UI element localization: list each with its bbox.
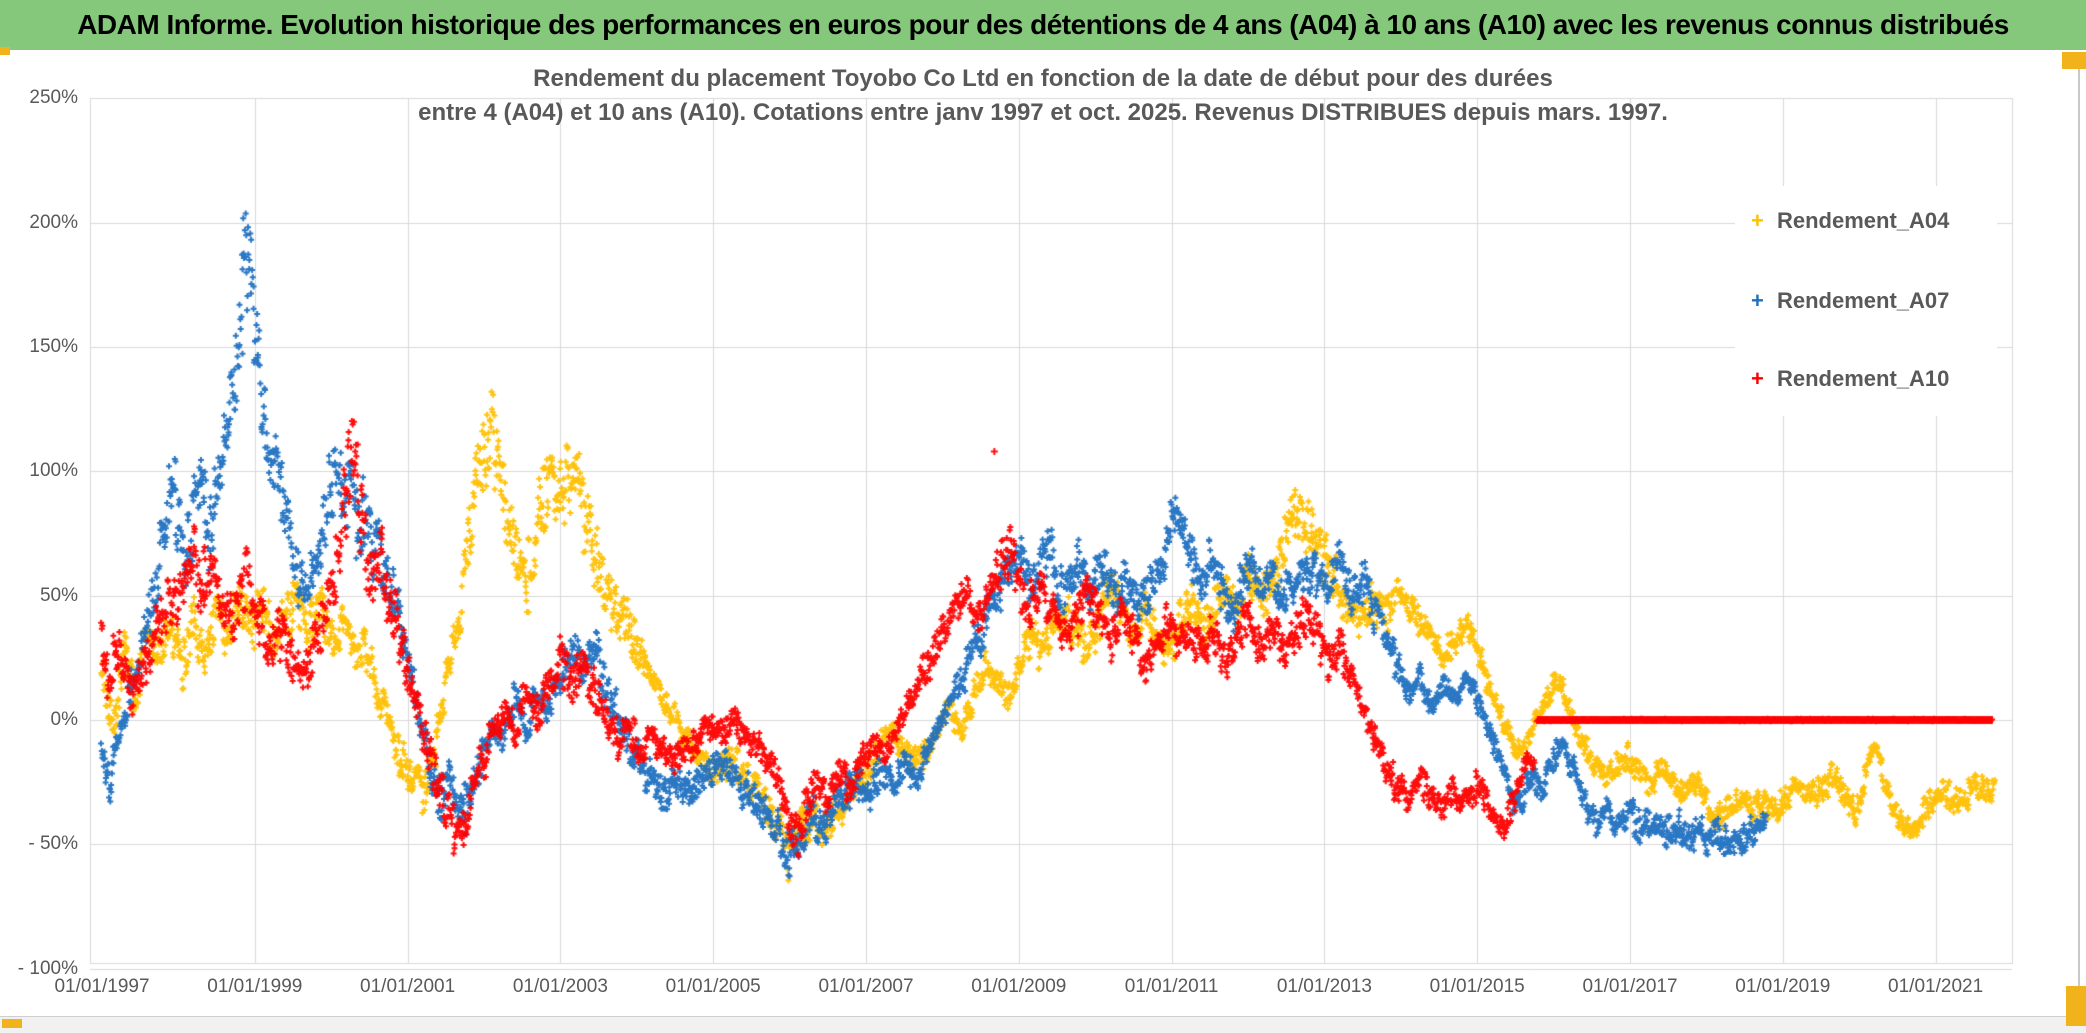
x-axis-label: 01/01/2021 — [1888, 976, 1984, 997]
chart-title: Rendement du placement Toyobo Co Ltd en … — [0, 62, 2086, 130]
x-axis-label: 01/01/2003 — [512, 976, 608, 997]
y-axis-label: 150% — [29, 335, 78, 357]
legend-label-a04: Rendement_A04 — [1777, 208, 1950, 233]
header-bar: ADAM Informe. Evolution historique des p… — [0, 0, 2086, 50]
y-axis-label: - 50% — [28, 833, 78, 855]
legend-label-a07: Rendement_A07 — [1777, 288, 1950, 313]
chart-title-line1: Rendement du placement Toyobo Co Ltd en … — [533, 65, 1553, 92]
x-axis-label: 01/01/2017 — [1582, 976, 1678, 997]
x-axis-label: 01/01/2005 — [665, 976, 761, 997]
gold-cell-accent-bottom-left — [2, 1019, 22, 1028]
legend-item-rendement-a07[interactable]: + Rendement_A07 — [1751, 288, 1949, 314]
x-axis-label: 01/01/2013 — [1276, 976, 1372, 997]
legend-label-a10: Rendement_A10 — [1777, 366, 1950, 391]
y-axis-label: - 100% — [17, 957, 78, 979]
page-title: ADAM Informe. Evolution historique des p… — [77, 9, 2009, 40]
x-axis-label: 01/01/1997 — [54, 976, 150, 997]
x-axis-label: 01/01/2019 — [1735, 976, 1831, 997]
x-axis-label: 01/01/2009 — [971, 976, 1067, 997]
y-axis-label: 100% — [29, 460, 78, 482]
legend-marker-a10: + — [1751, 366, 1764, 391]
y-axis-label: 250% — [29, 87, 78, 109]
gold-cell-accent-bottom-right — [2066, 986, 2086, 1026]
chart-legend: + Rendement_A04 + Rendement_A07 + Rendem… — [1735, 186, 1997, 416]
gold-cell-accent-top-right — [2062, 52, 2086, 69]
x-axis-label: 01/01/2015 — [1429, 976, 1525, 997]
legend-marker-a07: + — [1751, 288, 1764, 313]
y-axis-label: 200% — [29, 211, 78, 233]
y-axis-label: 0% — [50, 709, 78, 730]
gold-cell-accent-top-left — [0, 47, 10, 55]
legend-marker-a04: + — [1751, 208, 1764, 233]
x-axis-label: 01/01/1999 — [207, 976, 303, 997]
x-axis-label: 01/01/2007 — [818, 976, 914, 997]
chart-title-line2: entre 4 (A04) et 10 ans (A10). Cotations… — [418, 99, 1668, 126]
legend-item-rendement-a10[interactable]: + Rendement_A10 — [1751, 366, 1949, 392]
x-axis-label: 01/01/2001 — [360, 976, 456, 997]
spreadsheet-bottom-strip — [0, 1016, 2086, 1033]
legend-item-rendement-a04[interactable]: + Rendement_A04 — [1751, 208, 1949, 234]
y-axis-label: 50% — [39, 584, 78, 606]
x-axis-label: 01/01/2011 — [1124, 976, 1219, 997]
